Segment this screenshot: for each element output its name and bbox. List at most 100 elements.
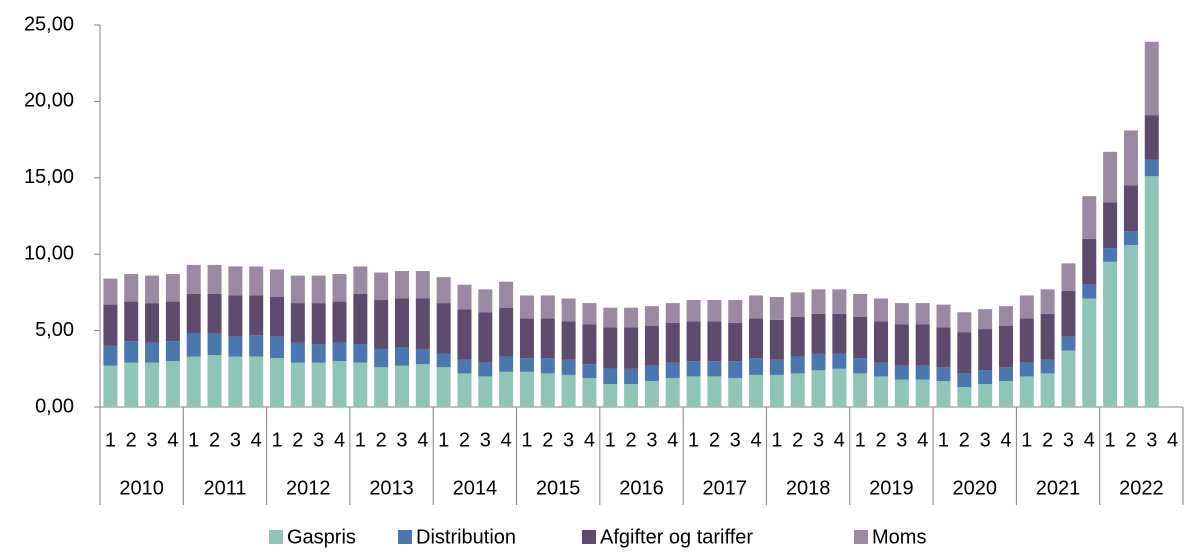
bar-segment (790, 373, 805, 407)
bar-segment (749, 318, 764, 359)
bar-segment (165, 274, 180, 302)
bar-segment (936, 304, 951, 328)
bar-segment (624, 307, 639, 328)
bar-segment (415, 364, 430, 407)
bar-segment (1103, 248, 1118, 262)
bar-segment (374, 300, 389, 349)
legend-label: Gaspris (287, 526, 356, 548)
bar-segment (103, 278, 118, 305)
bar-segment (790, 316, 805, 357)
bar-segment (540, 358, 555, 374)
bar-segment (561, 321, 576, 360)
bar-segment (1103, 151, 1118, 203)
bar-segment (582, 324, 597, 365)
bar-segment (749, 374, 764, 407)
bar-segment (707, 361, 722, 377)
bar-segment (790, 292, 805, 317)
x-group-label: 2018 (786, 477, 831, 499)
x-tick-label: 3 (480, 429, 491, 451)
bar-segment (249, 356, 264, 407)
x-tick-label: 1 (438, 429, 449, 451)
x-tick-label: 4 (501, 429, 512, 451)
x-group-label: 2020 (952, 477, 997, 499)
x-tick-label: 3 (813, 429, 824, 451)
bar-segment (290, 342, 305, 363)
bar-segment (1123, 130, 1138, 186)
bar-segment (686, 300, 701, 322)
bar-segment (894, 324, 909, 366)
legend-label: Moms (872, 526, 926, 548)
bar-segment (124, 301, 139, 342)
bar-segment (1144, 115, 1159, 160)
bar-segment (415, 348, 430, 365)
x-group-label: 2021 (1036, 477, 1081, 499)
bar-segment (499, 307, 514, 357)
bar-segment (1123, 185, 1138, 232)
bar-segment (853, 293, 868, 317)
bar-segment (1061, 350, 1076, 407)
x-tick-label: 4 (667, 429, 678, 451)
bar-segment (1019, 376, 1034, 407)
bar-segment (499, 356, 514, 372)
x-tick-label: 3 (1063, 429, 1074, 451)
bar-segment (644, 306, 659, 327)
x-tick-label: 4 (334, 429, 345, 451)
bar-segment (228, 266, 243, 296)
bar-segment (1144, 176, 1159, 407)
x-tick-label: 2 (709, 429, 720, 451)
bar-segment (811, 313, 826, 354)
bar-segment (874, 321, 889, 363)
bar-segment (1082, 284, 1097, 299)
legend-swatch (269, 530, 283, 544)
x-tick-label: 2 (1125, 429, 1136, 451)
bar-segment (332, 301, 347, 343)
x-group-label: 2010 (119, 477, 164, 499)
bar-segment (686, 376, 701, 407)
x-tick-label: 3 (730, 429, 741, 451)
bar-segment (665, 322, 680, 363)
bar-segment (311, 275, 326, 304)
bar-segment (998, 306, 1013, 327)
x-tick-label: 2 (626, 429, 637, 451)
bar-segment (436, 303, 451, 354)
bar-segment (811, 353, 826, 371)
bar-segment (540, 318, 555, 359)
x-tick-label: 1 (1021, 429, 1032, 451)
bar-segment (957, 373, 972, 388)
bar-segment (145, 362, 160, 407)
bar-segment (290, 303, 305, 343)
bar-segment (353, 293, 368, 345)
bar-segment (665, 377, 680, 407)
bar-segment (915, 379, 930, 407)
bar-segment (728, 322, 743, 362)
x-tick-label: 3 (896, 429, 907, 451)
x-tick-label: 4 (750, 429, 761, 451)
bar-segment (1123, 245, 1138, 407)
bar-segment (394, 347, 409, 366)
x-group-label: 2013 (369, 477, 414, 499)
bar-segment (145, 342, 160, 363)
bar-segment (1144, 159, 1159, 177)
bar-segment (728, 377, 743, 407)
bar-segment (915, 324, 930, 366)
bar-segment (478, 312, 493, 363)
bar-segment (603, 368, 618, 385)
bar-segment (145, 303, 160, 343)
bar-segment (394, 365, 409, 407)
bar-segment (394, 271, 409, 299)
x-tick-label: 1 (105, 429, 116, 451)
bar-segment (603, 307, 618, 328)
x-tick-label: 4 (584, 429, 595, 451)
bar-segment (1061, 336, 1076, 351)
y-tick-label: 20,00 (24, 90, 74, 112)
bar-segment (499, 281, 514, 308)
bar-segment (103, 345, 118, 366)
bar-segment (1082, 238, 1097, 285)
x-tick-label: 3 (646, 429, 657, 451)
x-tick-label: 4 (917, 429, 928, 451)
bar-segment (728, 361, 743, 378)
bar-segment (415, 298, 430, 349)
x-group-label: 2016 (619, 477, 664, 499)
bar-segment (332, 274, 347, 302)
x-tick-label: 1 (771, 429, 782, 451)
